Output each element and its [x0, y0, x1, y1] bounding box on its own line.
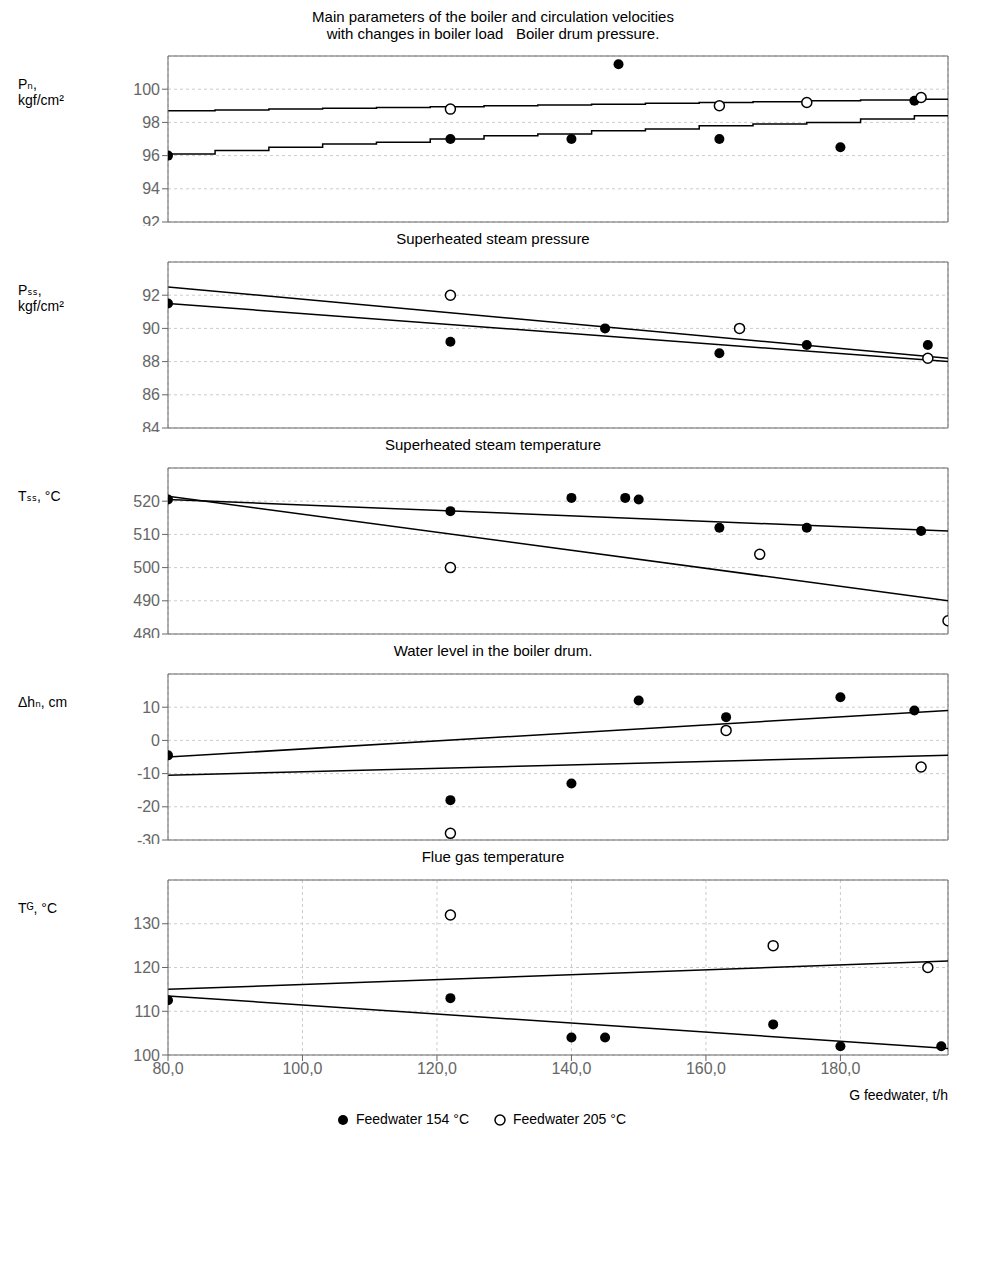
svg-text:84: 84	[142, 420, 160, 432]
html-text:Superheated steam pressure: Superheated steam pressure	[396, 230, 590, 247]
svg-text:-10: -10	[137, 765, 160, 782]
svg-text:92: 92	[142, 214, 160, 226]
svg-text:120: 120	[133, 959, 160, 976]
svg-text:110: 110	[134, 1003, 160, 1020]
svg-text:94: 94	[142, 180, 160, 197]
html-text:Superheated steam temperature: Superheated steam temperature	[385, 436, 601, 453]
svg-text:0: 0	[151, 732, 160, 749]
html-text:Tₛₛ, °C: Tₛₛ, °C	[18, 488, 61, 504]
html-text:Feedwater 205 °C: Feedwater 205 °C	[513, 1111, 626, 1127]
svg-text:80,0: 80,0	[152, 1060, 184, 1078]
svg-text:510: 510	[133, 526, 160, 543]
svg-text:480: 480	[133, 626, 160, 638]
svg-text:-30: -30	[137, 832, 160, 844]
svg-text:520: 520	[133, 493, 160, 510]
svg-text:490: 490	[133, 592, 160, 609]
svg-text:10: 10	[142, 699, 160, 716]
html-text:Water level in the boiler drum: Water level in the boiler drum.	[393, 642, 593, 659]
svg-text:92: 92	[142, 287, 160, 304]
svg-text:86: 86	[142, 386, 160, 403]
svg-text:100: 100	[133, 1047, 160, 1064]
svg-text:96: 96	[142, 147, 160, 164]
svg-text:120,0: 120,0	[417, 1060, 457, 1077]
svg-text:100,0: 100,0	[282, 1060, 322, 1077]
html-text:Pₛₛ, kgf/cm²: Pₛₛ, kgf/cm²	[18, 282, 64, 314]
svg-text:88: 88	[142, 353, 160, 370]
html-text:Main parameters of the boiler: Main parameters of the boiler and circul…	[312, 8, 674, 42]
html-text:Δhₙ, cm: Δhₙ, cm	[18, 694, 68, 710]
html-text:Tᴳ, °C: Tᴳ, °C	[18, 900, 57, 916]
svg-text:500: 500	[133, 559, 160, 576]
svg-text:98: 98	[142, 114, 160, 131]
svg-text:130: 130	[133, 915, 160, 932]
svg-text:-20: -20	[137, 798, 160, 815]
svg-text:100: 100	[133, 81, 160, 98]
html-text:Flue gas temperature: Flue gas temperature	[421, 848, 565, 865]
html-text:G feedwater, t/h: G feedwater, t/h	[849, 1087, 948, 1103]
svg-text:140,0: 140,0	[551, 1060, 591, 1077]
html-text:Feedwater 154 °C: Feedwater 154 °C	[356, 1111, 469, 1127]
svg-text:90: 90	[142, 320, 160, 337]
svg-text:180,0: 180,0	[820, 1060, 860, 1077]
svg-text:160,0: 160,0	[686, 1060, 726, 1077]
html-text:Pₙ, kgf/cm²: Pₙ, kgf/cm²	[18, 76, 64, 108]
